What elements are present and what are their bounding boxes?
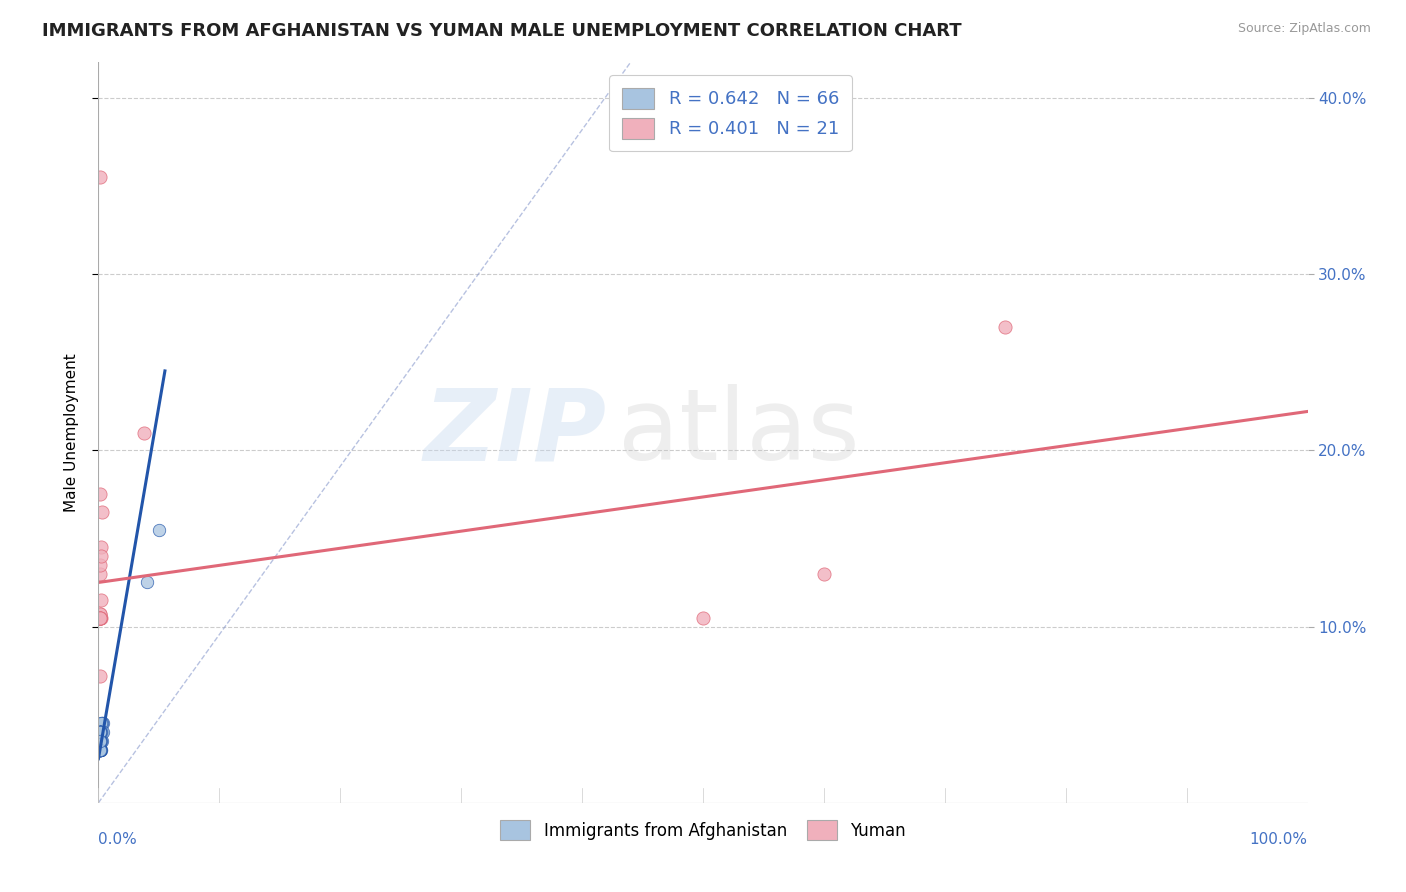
Point [89, 734, 111, 748]
Point [89, 607, 111, 622]
Point [90, 725, 112, 739]
Point [89, 734, 111, 748]
Text: 100.0%: 100.0% [1250, 832, 1308, 847]
Point [89, 610, 111, 624]
Point [91, 716, 114, 731]
Point [89, 734, 111, 748]
Point [89, 725, 111, 739]
Point [90, 725, 112, 739]
Point [89, 610, 111, 624]
Point [89, 725, 111, 739]
Point [89, 743, 111, 757]
Point [89, 558, 111, 572]
Point [90, 725, 112, 739]
Point [91, 716, 114, 731]
Point [89, 734, 111, 748]
Point [89, 743, 111, 757]
Point [91, 734, 114, 748]
Point [89, 725, 111, 739]
Point [89, 725, 111, 739]
Text: atlas: atlas [619, 384, 860, 481]
Point [89, 610, 111, 624]
Point [89, 743, 111, 757]
Point [89, 725, 111, 739]
Point [89, 734, 111, 748]
Point [90, 725, 112, 739]
Point [90, 725, 112, 739]
Point [89, 725, 111, 739]
Point [89, 734, 111, 748]
Point [89, 743, 111, 757]
Point [89, 487, 111, 501]
Point [89, 743, 111, 757]
Point [91, 725, 114, 739]
Point [89, 743, 111, 757]
Point [90, 549, 112, 563]
Point [89, 725, 111, 739]
Point [89, 743, 111, 757]
Y-axis label: Male Unemployment: Male Unemployment [65, 353, 79, 512]
Point [89, 610, 111, 624]
Point [91, 716, 114, 731]
Point [148, 523, 170, 537]
Point [89, 734, 111, 748]
Point [90, 610, 112, 624]
Point [91, 725, 114, 739]
Point [89, 725, 111, 739]
Point [89, 725, 111, 739]
Point [90, 716, 112, 731]
Point [89, 725, 111, 739]
Point [90, 540, 112, 554]
Point [89, 725, 111, 739]
Point [89, 610, 111, 624]
Point [89, 734, 111, 748]
Point [89, 725, 111, 739]
Point [89, 669, 111, 683]
Point [90, 734, 112, 748]
Point [89, 566, 111, 581]
Point [89, 725, 111, 739]
Point [813, 566, 835, 581]
Point [90, 725, 112, 739]
Text: 0.0%: 0.0% [98, 832, 138, 847]
Point [994, 319, 1017, 334]
Point [90, 743, 112, 757]
Point [89, 734, 111, 748]
Point [89, 734, 111, 748]
Point [89, 743, 111, 757]
Point [90, 734, 112, 748]
Point [89, 725, 111, 739]
Point [89, 743, 111, 757]
Text: IMMIGRANTS FROM AFGHANISTAN VS YUMAN MALE UNEMPLOYMENT CORRELATION CHART: IMMIGRANTS FROM AFGHANISTAN VS YUMAN MAL… [42, 22, 962, 40]
Point [134, 425, 156, 440]
Point [91, 505, 114, 519]
Legend: Immigrants from Afghanistan, Yuman: Immigrants from Afghanistan, Yuman [494, 814, 912, 847]
Point [90, 593, 112, 607]
Point [90, 743, 112, 757]
Point [89, 725, 111, 739]
Text: Source: ZipAtlas.com: Source: ZipAtlas.com [1237, 22, 1371, 36]
Point [89, 743, 111, 757]
Point [89, 734, 111, 748]
Point [89, 743, 111, 757]
Point [89, 725, 111, 739]
Point [135, 575, 157, 590]
Point [89, 743, 111, 757]
Point [89, 725, 111, 739]
Point [89, 725, 111, 739]
Point [89, 725, 111, 739]
Point [89, 607, 111, 622]
Point [89, 743, 111, 757]
Point [89, 169, 111, 184]
Point [90, 734, 112, 748]
Point [89, 734, 111, 748]
Text: ZIP: ZIP [423, 384, 606, 481]
Point [692, 610, 714, 624]
Point [91, 725, 114, 739]
Point [89, 743, 111, 757]
